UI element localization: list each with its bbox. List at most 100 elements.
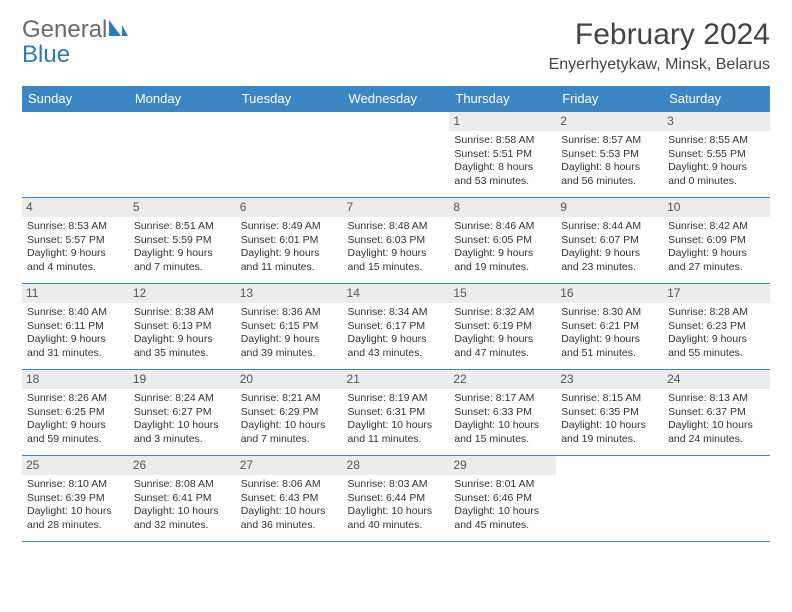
day-number: 22 (449, 370, 556, 389)
week-row: 4Sunrise: 8:53 AMSunset: 5:57 PMDaylight… (22, 198, 770, 284)
daylight-text: Daylight: 9 hours and 47 minutes. (454, 333, 551, 360)
daylight-text: Daylight: 9 hours and 55 minutes. (668, 333, 765, 360)
col-thursday: Thursday (449, 86, 556, 112)
day-cell: 8Sunrise: 8:46 AMSunset: 6:05 PMDaylight… (449, 198, 556, 284)
day-details: Sunrise: 8:17 AMSunset: 6:33 PMDaylight:… (453, 392, 552, 446)
day-details: Sunrise: 8:38 AMSunset: 6:13 PMDaylight:… (133, 306, 232, 360)
sunset-text: Sunset: 6:43 PM (241, 492, 338, 505)
day-number: 4 (22, 198, 129, 217)
sunrise-text: Sunrise: 8:19 AM (348, 392, 445, 405)
day-number: 15 (449, 284, 556, 303)
sunset-text: Sunset: 6:07 PM (561, 234, 658, 247)
day-cell (663, 456, 770, 542)
sunrise-text: Sunrise: 8:42 AM (668, 220, 765, 233)
sunset-text: Sunset: 6:29 PM (241, 406, 338, 419)
daylight-text: Daylight: 9 hours and 43 minutes. (348, 333, 445, 360)
day-number: 3 (663, 112, 770, 131)
sunrise-text: Sunrise: 8:17 AM (454, 392, 551, 405)
day-details: Sunrise: 8:48 AMSunset: 6:03 PMDaylight:… (347, 220, 446, 274)
day-number: 23 (556, 370, 663, 389)
sunset-text: Sunset: 5:51 PM (454, 148, 551, 161)
day-number: 7 (343, 198, 450, 217)
sunset-text: Sunset: 6:41 PM (134, 492, 231, 505)
daylight-text: Daylight: 9 hours and 23 minutes. (561, 247, 658, 274)
day-number: 10 (663, 198, 770, 217)
sunset-text: Sunset: 6:37 PM (668, 406, 765, 419)
day-cell: 6Sunrise: 8:49 AMSunset: 6:01 PMDaylight… (236, 198, 343, 284)
sunrise-text: Sunrise: 8:03 AM (348, 478, 445, 491)
sunset-text: Sunset: 6:39 PM (27, 492, 124, 505)
day-cell (236, 112, 343, 198)
daylight-text: Daylight: 9 hours and 15 minutes. (348, 247, 445, 274)
sunrise-text: Sunrise: 8:28 AM (668, 306, 765, 319)
day-cell: 13Sunrise: 8:36 AMSunset: 6:15 PMDayligh… (236, 284, 343, 370)
day-number: 8 (449, 198, 556, 217)
sunrise-text: Sunrise: 8:53 AM (27, 220, 124, 233)
day-details: Sunrise: 8:26 AMSunset: 6:25 PMDaylight:… (26, 392, 125, 446)
day-cell: 16Sunrise: 8:30 AMSunset: 6:21 PMDayligh… (556, 284, 663, 370)
daylight-text: Daylight: 10 hours and 40 minutes. (348, 505, 445, 532)
daylight-text: Daylight: 10 hours and 15 minutes. (454, 419, 551, 446)
sunset-text: Sunset: 6:01 PM (241, 234, 338, 247)
sunset-text: Sunset: 5:57 PM (27, 234, 124, 247)
day-number: 9 (556, 198, 663, 217)
sunrise-text: Sunrise: 8:55 AM (668, 134, 765, 147)
sunset-text: Sunset: 6:03 PM (348, 234, 445, 247)
sunrise-text: Sunrise: 8:08 AM (134, 478, 231, 491)
sunrise-text: Sunrise: 8:06 AM (241, 478, 338, 491)
day-details: Sunrise: 8:32 AMSunset: 6:19 PMDaylight:… (453, 306, 552, 360)
day-details: Sunrise: 8:40 AMSunset: 6:11 PMDaylight:… (26, 306, 125, 360)
day-details: Sunrise: 8:10 AMSunset: 6:39 PMDaylight:… (26, 478, 125, 532)
sunset-text: Sunset: 6:05 PM (454, 234, 551, 247)
daylight-text: Daylight: 10 hours and 36 minutes. (241, 505, 338, 532)
day-details: Sunrise: 8:21 AMSunset: 6:29 PMDaylight:… (240, 392, 339, 446)
day-details: Sunrise: 8:53 AMSunset: 5:57 PMDaylight:… (26, 220, 125, 274)
day-cell: 11Sunrise: 8:40 AMSunset: 6:11 PMDayligh… (22, 284, 129, 370)
day-number: 25 (22, 456, 129, 475)
day-cell: 26Sunrise: 8:08 AMSunset: 6:41 PMDayligh… (129, 456, 236, 542)
day-details: Sunrise: 8:42 AMSunset: 6:09 PMDaylight:… (667, 220, 766, 274)
daylight-text: Daylight: 9 hours and 27 minutes. (668, 247, 765, 274)
day-number: 19 (129, 370, 236, 389)
logo-word1: General (22, 16, 107, 43)
daylight-text: Daylight: 10 hours and 32 minutes. (134, 505, 231, 532)
week-row: 25Sunrise: 8:10 AMSunset: 6:39 PMDayligh… (22, 456, 770, 542)
day-cell: 14Sunrise: 8:34 AMSunset: 6:17 PMDayligh… (343, 284, 450, 370)
day-number: 1 (449, 112, 556, 131)
day-cell: 2 Sunrise: 8:57 AMSunset: 5:53 PMDaylight… (556, 112, 663, 198)
day-details: Sunrise: 8:57 AMSunset: 5:53 PMDaylight:… (560, 134, 659, 188)
day-cell: 23 Sunrise: 8:15 AMSunset: 6:35 PMDayligh… (556, 370, 663, 456)
logo-text: General Blue (22, 18, 129, 67)
day-cell: 24Sunrise: 8:13 AMSunset: 6:37 PMDayligh… (663, 370, 770, 456)
sunrise-text: Sunrise: 8:21 AM (241, 392, 338, 405)
daylight-text: Daylight: 10 hours and 24 minutes. (668, 419, 765, 446)
calendar-table: Sunday Monday Tuesday Wednesday Thursday… (22, 86, 770, 542)
sunset-text: Sunset: 6:44 PM (348, 492, 445, 505)
day-details: Sunrise: 8:36 AMSunset: 6:15 PMDaylight:… (240, 306, 339, 360)
day-number: 2 (556, 112, 663, 131)
sunrise-text: Sunrise: 8:38 AM (134, 306, 231, 319)
day-cell (22, 112, 129, 198)
sunrise-text: Sunrise: 8:10 AM (27, 478, 124, 491)
sunset-text: Sunset: 5:59 PM (134, 234, 231, 247)
day-details: Sunrise: 8:01 AMSunset: 6:46 PMDaylight:… (453, 478, 552, 532)
sunrise-text: Sunrise: 8:51 AM (134, 220, 231, 233)
day-cell: 22 Sunrise: 8:17 AMSunset: 6:33 PMDayligh… (449, 370, 556, 456)
sunset-text: Sunset: 6:19 PM (454, 320, 551, 333)
daylight-text: Daylight: 8 hours and 53 minutes. (454, 161, 551, 188)
calendar-body: 1Sunrise: 8:58 AMSunset: 5:51 PMDaylight… (22, 112, 770, 542)
day-details: Sunrise: 8:08 AMSunset: 6:41 PMDaylight:… (133, 478, 232, 532)
weekday-header-row: Sunday Monday Tuesday Wednesday Thursday… (22, 86, 770, 112)
day-number: 14 (343, 284, 450, 303)
daylight-text: Daylight: 9 hours and 0 minutes. (668, 161, 765, 188)
day-details: Sunrise: 8:15 AMSunset: 6:35 PMDaylight:… (560, 392, 659, 446)
sunset-text: Sunset: 6:33 PM (454, 406, 551, 419)
day-number: 29 (449, 456, 556, 475)
day-details: Sunrise: 8:30 AMSunset: 6:21 PMDaylight:… (560, 306, 659, 360)
daylight-text: Daylight: 9 hours and 35 minutes. (134, 333, 231, 360)
daylight-text: Daylight: 10 hours and 45 minutes. (454, 505, 551, 532)
sunset-text: Sunset: 6:35 PM (561, 406, 658, 419)
sunrise-text: Sunrise: 8:26 AM (27, 392, 124, 405)
daylight-text: Daylight: 9 hours and 51 minutes. (561, 333, 658, 360)
sunset-text: Sunset: 5:53 PM (561, 148, 658, 161)
